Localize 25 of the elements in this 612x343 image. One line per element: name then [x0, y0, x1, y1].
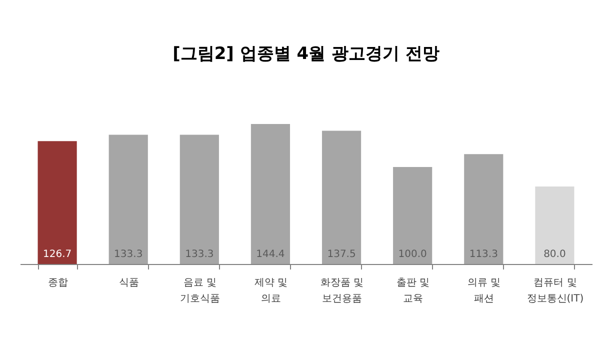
data-label: 133.3: [185, 249, 214, 260]
bar: [108, 134, 148, 264]
x-tick-label: 의류 및 패션: [468, 278, 501, 304]
x-tick-label: 종합: [48, 278, 68, 288]
x-tick-label: 화장품 및 보건용품: [320, 278, 364, 304]
bar: [180, 134, 219, 264]
data-label: 144.4: [256, 249, 285, 260]
bar: [535, 186, 574, 264]
data-label: 137.5: [327, 249, 356, 260]
x-tick-label: 출판 및 교육: [396, 278, 430, 304]
x-tick-label: 음료 및 기호식품: [180, 278, 220, 304]
chart-title: [그림2] 업종별 4월 광고경기 전망: [172, 44, 440, 64]
data-label: 100.0: [398, 249, 427, 260]
x-tick-label: 컴퓨터 및 정보통신(IT): [526, 278, 584, 304]
x-tick-label: 제약 및 의료: [254, 278, 288, 304]
bar: [322, 130, 362, 264]
bar: [38, 141, 77, 264]
bar: [250, 124, 290, 264]
x-tick-label: 식품: [118, 278, 139, 288]
data-label: 80.0: [544, 249, 566, 260]
data-label: 133.3: [114, 249, 143, 260]
bar: [393, 167, 432, 264]
bar: [464, 154, 504, 264]
data-label: 113.3: [469, 249, 498, 260]
data-label: 126.7: [42, 249, 72, 260]
